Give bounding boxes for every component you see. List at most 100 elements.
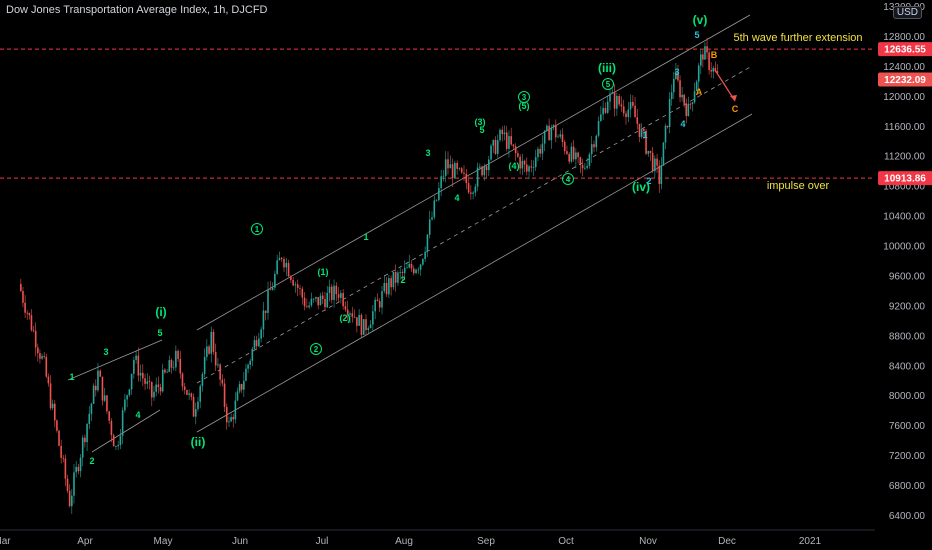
price-level-value: 10913.86 <box>884 174 926 185</box>
currency-button[interactable]: USD <box>892 6 922 19</box>
candle-body <box>41 356 43 359</box>
candle-body <box>577 152 579 158</box>
candle-body <box>310 298 313 306</box>
x-tick-label: Sep <box>477 536 495 547</box>
candle-body <box>126 395 128 400</box>
candle-body <box>385 283 388 295</box>
candle-body <box>629 101 632 110</box>
candle-body <box>675 71 677 80</box>
candle-body <box>417 269 420 271</box>
candle-body <box>449 164 452 169</box>
candle-body <box>424 251 426 259</box>
candle-body <box>552 124 555 128</box>
candle-body <box>618 95 620 105</box>
candle-body <box>454 162 456 179</box>
candle-body <box>20 283 22 292</box>
candle-body <box>431 217 433 220</box>
candle-body <box>294 284 297 286</box>
candle-body <box>394 271 397 283</box>
y-tick-label: 7200.00 <box>889 451 926 462</box>
wave-i-upper <box>67 339 163 381</box>
candle-body <box>247 364 249 369</box>
candle-body <box>219 364 221 380</box>
candle-body <box>135 355 137 360</box>
candle-body <box>280 257 283 259</box>
candle-body <box>317 297 319 306</box>
candle-body <box>267 289 269 313</box>
candle-body <box>212 331 215 352</box>
candle-body <box>575 152 577 160</box>
candle-body <box>164 369 166 373</box>
candle-body <box>232 417 235 420</box>
candle-body <box>481 166 483 176</box>
y-tick-label: 10000.00 <box>883 242 925 253</box>
candle-body <box>403 267 406 274</box>
candle-body <box>306 306 308 308</box>
candle-body <box>30 315 33 331</box>
candle-body <box>37 347 39 354</box>
candle-body <box>588 154 591 166</box>
candle-body <box>287 262 290 277</box>
candle-body <box>632 101 634 106</box>
candle-body <box>223 383 226 407</box>
candle-body <box>704 46 706 60</box>
candle-body <box>79 457 82 472</box>
candle-body <box>47 376 50 384</box>
candle-body <box>444 159 447 176</box>
wave-label: 5 <box>694 30 699 40</box>
candle-body <box>521 160 524 169</box>
candle-body <box>84 437 86 443</box>
y-tick-label: 6800.00 <box>889 481 926 492</box>
candle-body <box>351 313 354 317</box>
candle-body <box>62 457 65 459</box>
candle-body <box>523 160 526 165</box>
candle-body <box>99 370 102 377</box>
candle-body <box>634 105 636 118</box>
candle-body <box>656 158 658 166</box>
candle-body <box>39 353 41 359</box>
x-tick-label: Nov <box>639 536 657 547</box>
candle-body <box>440 176 442 189</box>
candle-body <box>175 350 177 368</box>
wave-label: 1 <box>642 130 647 140</box>
candle-body <box>278 257 281 261</box>
candle-body <box>494 140 497 154</box>
candle-body <box>271 287 274 291</box>
candle-body <box>172 367 175 369</box>
candle-body <box>308 305 310 308</box>
candle-body <box>606 101 609 113</box>
candle-body <box>150 382 153 398</box>
candle-body <box>358 314 360 326</box>
wave-label: (5) <box>519 101 530 111</box>
candle-body <box>360 314 363 335</box>
y-tick-label: 11200.00 <box>884 152 925 163</box>
candle-body <box>512 144 515 147</box>
wave-label: 2 <box>89 456 94 466</box>
candle-body <box>159 387 162 392</box>
candle-body <box>496 140 499 154</box>
candle-body <box>115 446 117 448</box>
candle-body <box>177 350 179 359</box>
candle-body <box>472 192 474 194</box>
candle-body <box>546 125 548 131</box>
candle-body <box>508 136 510 149</box>
candle-body <box>687 103 690 116</box>
candle-body <box>467 183 470 193</box>
wave-label: A <box>696 87 703 97</box>
circled-wave-marker <box>602 78 614 90</box>
candle-body <box>236 391 239 401</box>
candle-body <box>620 104 623 107</box>
candle-body <box>86 423 88 443</box>
candle-body <box>186 389 188 395</box>
candle-body <box>399 271 401 273</box>
x-tick-label: Jul <box>316 536 329 547</box>
channel-lower <box>196 113 753 433</box>
candle-body <box>119 435 122 446</box>
wave-label: 3 <box>674 67 679 77</box>
candle-body <box>539 148 541 154</box>
candle-body <box>438 188 440 200</box>
candle-body <box>488 159 490 171</box>
candle-body <box>609 93 611 102</box>
candle-body <box>586 165 588 168</box>
